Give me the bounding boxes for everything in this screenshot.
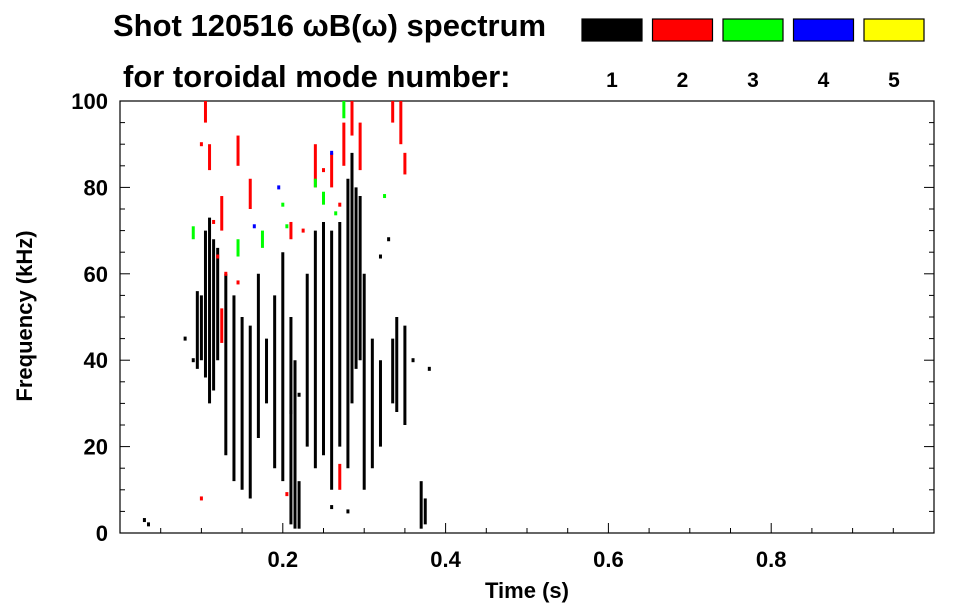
spectrum-point [330, 150, 334, 155]
spectrum-point [301, 228, 305, 233]
legend-label-3: 3 [747, 69, 759, 92]
legend-label-4: 4 [818, 69, 830, 92]
spectrum-point [378, 254, 382, 259]
x-tick-labels: 0.2 0.4 0.6 0.8 [268, 547, 787, 572]
y-tick-labels: 0 20 40 60 80 100 [71, 89, 108, 546]
legend-swatch-3 [722, 18, 784, 42]
spectrum-point [191, 358, 195, 363]
spectrum-point [216, 254, 220, 259]
x-tick-label: 0.4 [430, 547, 461, 572]
series-mode-4 [252, 150, 334, 229]
spectrum-point [411, 358, 415, 363]
x-tick-label: 0.8 [756, 547, 787, 572]
spectrum-point [277, 185, 281, 190]
legend-swatch-5 [863, 18, 925, 42]
spectrum-point [199, 142, 203, 147]
legend-label-1: 1 [606, 69, 618, 92]
spectrum-point [338, 202, 342, 207]
series-mode-3 [191, 101, 387, 257]
data-marks [142, 101, 431, 529]
spectrum-point [334, 211, 338, 216]
spectrum-point [183, 336, 187, 341]
y-tick-label: 0 [96, 521, 108, 546]
series-mode-2 [199, 101, 407, 501]
spectrum-point [383, 194, 387, 199]
legend-label-2: 2 [677, 69, 689, 92]
legend-swatch-2 [651, 18, 714, 42]
x-tick-label: 0.6 [593, 547, 624, 572]
y-tick-label: 100 [71, 89, 108, 114]
spectrum-point [281, 202, 285, 207]
spectrum-point [199, 496, 203, 501]
chart-title-line2: for toroidal mode number: [123, 59, 511, 94]
y-tick-label: 40 [84, 348, 108, 373]
spectrum-point [346, 509, 350, 514]
spectrum-point [212, 219, 216, 224]
legend: 1 2 3 4 5 [581, 18, 925, 92]
spectrum-point [289, 410, 293, 415]
spectrum-point [252, 224, 256, 229]
spectrum-point [322, 168, 325, 173]
spectrum-point [146, 522, 150, 527]
x-tick-label: 0.2 [268, 547, 299, 572]
legend-swatch-4 [792, 18, 855, 42]
spectrum-point [330, 505, 334, 510]
spectrum-point [297, 392, 301, 397]
chart-title-line1: Shot 120516 ωB(ω) spectrum [113, 8, 546, 43]
axis-ticks [120, 122, 934, 533]
spectrum-point [285, 224, 289, 229]
spectrum-point [236, 280, 240, 285]
legend-swatch-1 [581, 18, 643, 42]
y-tick-label: 80 [84, 175, 108, 200]
y-tick-label: 20 [84, 435, 108, 460]
spectrum-point [285, 492, 289, 497]
y-tick-label: 60 [84, 262, 108, 287]
spectrum-point [224, 271, 228, 276]
spectrum-point [387, 237, 391, 242]
y-axis-label: Frequency (kHz) [12, 230, 37, 401]
series-mode-1 [142, 152, 431, 529]
spectrum-point [427, 366, 431, 371]
spectrum-point [142, 518, 146, 523]
x-axis-label: Time (s) [485, 578, 569, 603]
legend-label-5: 5 [888, 69, 900, 92]
